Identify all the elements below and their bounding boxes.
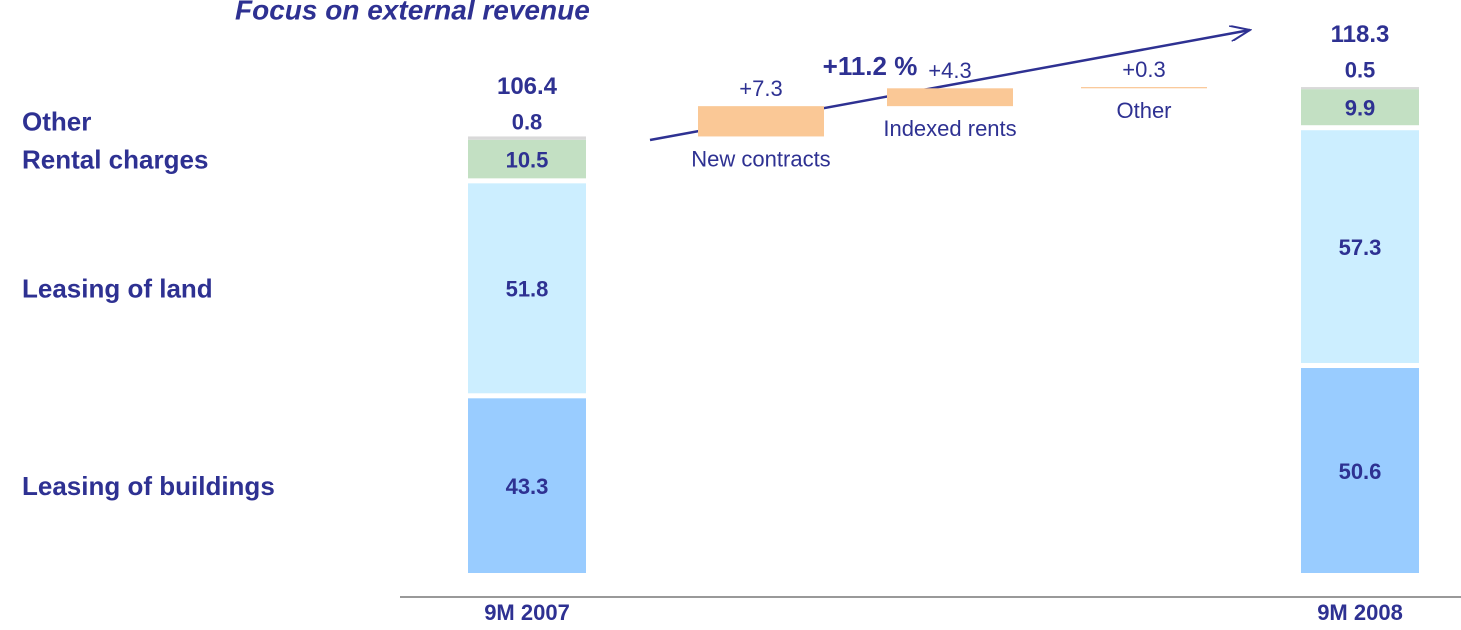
bar-segment xyxy=(468,398,586,573)
total-label: 106.4 xyxy=(497,73,558,100)
x-tick-label: Indexed rents xyxy=(883,116,1016,141)
change-bar xyxy=(887,88,1013,107)
segment-label: 9.9 xyxy=(1345,95,1376,120)
bar-segment xyxy=(1301,368,1419,573)
x-tick-label: New contracts xyxy=(691,146,830,171)
growth-annotation: +11.2 % xyxy=(823,51,918,81)
segment-label: 51.8 xyxy=(506,277,549,302)
total-label: 118.3 xyxy=(1331,21,1390,48)
change-label: +4.3 xyxy=(928,58,971,83)
segment-label: 57.3 xyxy=(1339,235,1382,260)
series-label: Leasing of land xyxy=(22,274,213,304)
bar-segment xyxy=(468,136,586,140)
change-label: +0.3 xyxy=(1122,57,1165,82)
x-tick-label: 9M 2008 xyxy=(1317,600,1403,625)
series-label: Rental charges xyxy=(22,144,208,174)
segment-label: 0.5 xyxy=(1345,57,1376,82)
chart-title: Focus on external revenue xyxy=(235,0,590,25)
change-label: +7.3 xyxy=(739,76,782,101)
change-bar xyxy=(1081,87,1207,89)
segment-label: 43.3 xyxy=(506,474,549,499)
series-label: Other xyxy=(22,106,91,136)
bar-segment xyxy=(1301,89,1419,126)
segment-label: 50.6 xyxy=(1339,459,1382,484)
bar-segment xyxy=(468,183,586,394)
segment-label: 0.8 xyxy=(512,109,543,134)
series-label: Leasing of buildings xyxy=(22,471,275,501)
segment-label: 10.5 xyxy=(506,147,549,172)
x-tick-label: 9M 2007 xyxy=(484,600,570,625)
change-bar xyxy=(698,106,824,137)
bar-segment xyxy=(1301,130,1419,364)
bar-segment xyxy=(1301,87,1419,90)
bar-segment xyxy=(468,139,586,179)
x-tick-label: Other xyxy=(1116,98,1171,123)
